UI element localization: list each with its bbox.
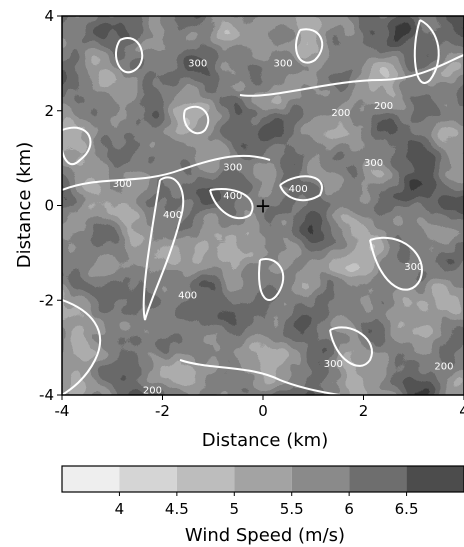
colorbar-tick-label: 4.5 bbox=[165, 500, 189, 518]
contour-label: 300 bbox=[113, 179, 132, 190]
colorbar-segment bbox=[349, 466, 407, 492]
contour-line bbox=[369, 236, 423, 291]
contour-line bbox=[62, 126, 92, 166]
x-axis-ticks: -4 -2 0 2 4 bbox=[55, 395, 464, 420]
contour-label: 200 bbox=[374, 101, 393, 112]
contour-line bbox=[62, 154, 271, 191]
contour-line bbox=[329, 326, 373, 367]
center-marker: + bbox=[255, 194, 272, 218]
colorbar-tick-label: 5.5 bbox=[280, 500, 304, 518]
contour-label: 300 bbox=[364, 158, 383, 169]
contour-label: 300 bbox=[324, 359, 343, 370]
contour-label: 300 bbox=[188, 58, 207, 69]
contour-line bbox=[295, 28, 324, 64]
colorbar-label: Wind Speed (m/s) bbox=[185, 525, 345, 546]
contour-label: 200 bbox=[143, 385, 162, 396]
colorbar-tick-label: 6.5 bbox=[395, 500, 419, 518]
contour-labels: 300 300 300 300 300 300 200 200 200 200 400 400 400 4… bbox=[113, 58, 454, 396]
x-tick-label: 4 bbox=[459, 402, 464, 420]
x-tick-label: 0 bbox=[258, 402, 268, 420]
contour-label: 300 bbox=[223, 163, 242, 174]
x-tick-label: -2 bbox=[155, 402, 170, 420]
contour-line bbox=[209, 188, 254, 220]
y-tick-label: 4 bbox=[44, 7, 54, 25]
center-plus-marker: + bbox=[255, 194, 272, 218]
x-axis-label: Distance (km) bbox=[202, 430, 328, 451]
x-tick-label: -4 bbox=[55, 402, 70, 420]
contour-label: 200 bbox=[434, 362, 453, 373]
colorbar bbox=[61, 465, 464, 493]
x-tick-label: 2 bbox=[359, 402, 369, 420]
colorbar-tick-label: 5 bbox=[230, 500, 240, 518]
y-axis-ticks: 4 2 0 -2 -4 bbox=[39, 7, 62, 404]
contour-line bbox=[239, 54, 464, 97]
contour-line bbox=[142, 176, 185, 321]
contour-label: 300 bbox=[404, 262, 423, 273]
y-axis-label: Distance (km) bbox=[14, 142, 35, 268]
colorbar-tick-label: 6 bbox=[344, 500, 354, 518]
contour-line bbox=[183, 105, 210, 135]
y-tick-label: 2 bbox=[44, 102, 54, 120]
colorbar-segment bbox=[119, 466, 177, 492]
contour-label: 400 bbox=[289, 184, 308, 195]
colorbar-segment bbox=[176, 466, 235, 492]
contour-label: 400 bbox=[163, 210, 182, 221]
colorbar-segment bbox=[406, 466, 464, 492]
contour-label: 300 bbox=[274, 58, 293, 69]
y-tick-label: -2 bbox=[39, 291, 54, 309]
colorbar-frame bbox=[61, 465, 464, 493]
contour-label: 400 bbox=[223, 191, 242, 202]
plot-area: 300 300 300 300 300 300 200 200 200 200 400 400 400 4… bbox=[62, 16, 464, 396]
contour-line bbox=[179, 359, 341, 395]
contour-lines bbox=[62, 19, 464, 395]
colorbar-segment bbox=[291, 466, 350, 492]
y-tick-label: -4 bbox=[39, 386, 54, 404]
colorbar-tick-label: 4 bbox=[115, 500, 125, 518]
colorbar-ticks: 4 4.5 5 5.5 6 6.5 bbox=[115, 492, 419, 518]
contour-line bbox=[413, 19, 440, 84]
contour-line bbox=[62, 299, 102, 395]
contour-label: 400 bbox=[178, 291, 197, 302]
colorbar-segment bbox=[234, 466, 292, 492]
contour-line bbox=[279, 175, 323, 202]
y-tick-label: 0 bbox=[44, 197, 54, 215]
contour-line bbox=[115, 37, 144, 74]
colorbar-segment bbox=[62, 466, 120, 492]
contour-label: 200 bbox=[331, 108, 350, 119]
contour-line bbox=[258, 258, 285, 301]
